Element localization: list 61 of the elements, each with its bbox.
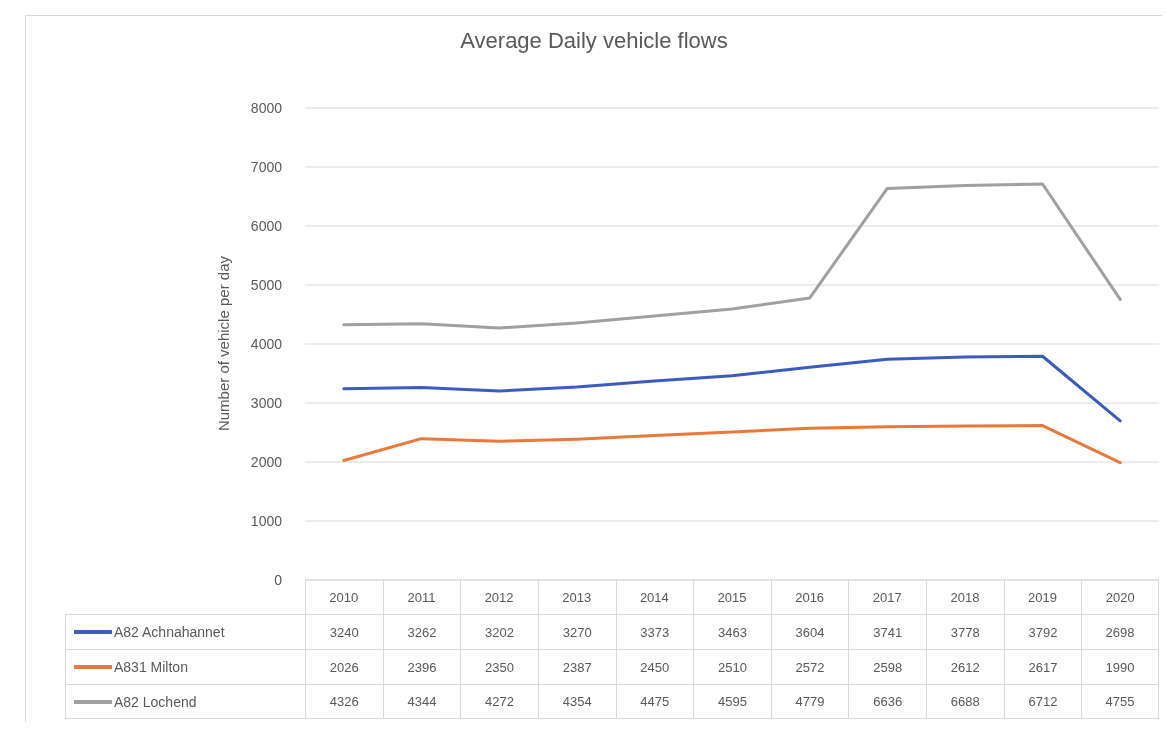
y-tick-label: 6000 bbox=[250, 217, 283, 234]
data-label: 3741 bbox=[873, 624, 903, 640]
data-label: 6636 bbox=[873, 694, 903, 709]
x-tick-label: 2015 bbox=[717, 590, 747, 606]
x-tick-label: 2016 bbox=[795, 590, 825, 606]
data-label: 2510 bbox=[717, 659, 747, 675]
x-tick-label: 2010 bbox=[329, 590, 359, 606]
data-label: 2026 bbox=[329, 659, 359, 675]
x-tick-label: 2012 bbox=[484, 590, 514, 606]
y-tick-label: 2000 bbox=[250, 453, 283, 470]
data-label: 3270 bbox=[562, 624, 592, 640]
data-label: 4344 bbox=[407, 694, 437, 709]
data-label: 2598 bbox=[873, 659, 903, 675]
data-label: 4475 bbox=[640, 694, 670, 709]
line-series bbox=[342, 354, 1122, 423]
y-tick-label: 1000 bbox=[250, 512, 283, 529]
data-label: 4326 bbox=[329, 694, 359, 709]
x-tick-label: 2011 bbox=[407, 590, 436, 606]
chart-title: Average Daily vehicle flows bbox=[460, 28, 728, 53]
legend-label: A82 Lochend bbox=[114, 693, 197, 710]
y-tick-label: 4000 bbox=[250, 335, 283, 352]
data-label: 3202 bbox=[485, 624, 515, 640]
y-tick-label: 3000 bbox=[250, 394, 283, 411]
data-label: 4272 bbox=[485, 694, 515, 709]
x-tick-label: 2017 bbox=[872, 590, 902, 606]
y-tick-label: 5000 bbox=[250, 276, 283, 293]
data-label: 4354 bbox=[562, 694, 592, 709]
line-series bbox=[342, 182, 1122, 330]
legend-label: A82 Achnahannet bbox=[114, 624, 225, 640]
x-tick-label: 2014 bbox=[639, 590, 669, 606]
x-tick-label: 2020 bbox=[1105, 590, 1135, 606]
data-label: 2698 bbox=[1105, 624, 1135, 640]
data-label: 4779 bbox=[795, 694, 825, 709]
data-label: 4595 bbox=[717, 694, 747, 709]
data-label: 6688 bbox=[950, 694, 980, 709]
data-label: 2387 bbox=[562, 659, 592, 675]
data-label: 3463 bbox=[717, 624, 747, 640]
data-label: 1990 bbox=[1105, 659, 1135, 675]
data-label: 3604 bbox=[795, 624, 825, 640]
line-series bbox=[342, 424, 1122, 465]
data-label: 3240 bbox=[329, 624, 359, 640]
data-label: 2350 bbox=[485, 659, 515, 675]
data-label: 3792 bbox=[1028, 624, 1058, 640]
data-label: 3262 bbox=[407, 624, 437, 640]
data-label: 2450 bbox=[640, 659, 670, 675]
data-label: 2572 bbox=[795, 659, 825, 675]
data-label: 6712 bbox=[1028, 694, 1058, 709]
data-label: 3373 bbox=[640, 624, 670, 640]
y-tick-label: 0 bbox=[274, 571, 283, 588]
y-tick-label: 8000 bbox=[250, 99, 283, 116]
data-label: 2396 bbox=[407, 659, 437, 675]
y-axis-title: Number of vehicle per day bbox=[214, 256, 232, 432]
x-tick-label: 2018 bbox=[950, 590, 980, 606]
data-label: 3778 bbox=[950, 624, 980, 640]
x-tick-label: 2013 bbox=[562, 590, 592, 606]
data-label: 2617 bbox=[1028, 659, 1058, 675]
data-label: 2612 bbox=[950, 659, 980, 675]
x-tick-label: 2019 bbox=[1028, 590, 1058, 606]
y-tick-label: 7000 bbox=[250, 158, 283, 175]
data-label: 4755 bbox=[1105, 694, 1135, 709]
legend-label: A831 Milton bbox=[114, 659, 188, 675]
